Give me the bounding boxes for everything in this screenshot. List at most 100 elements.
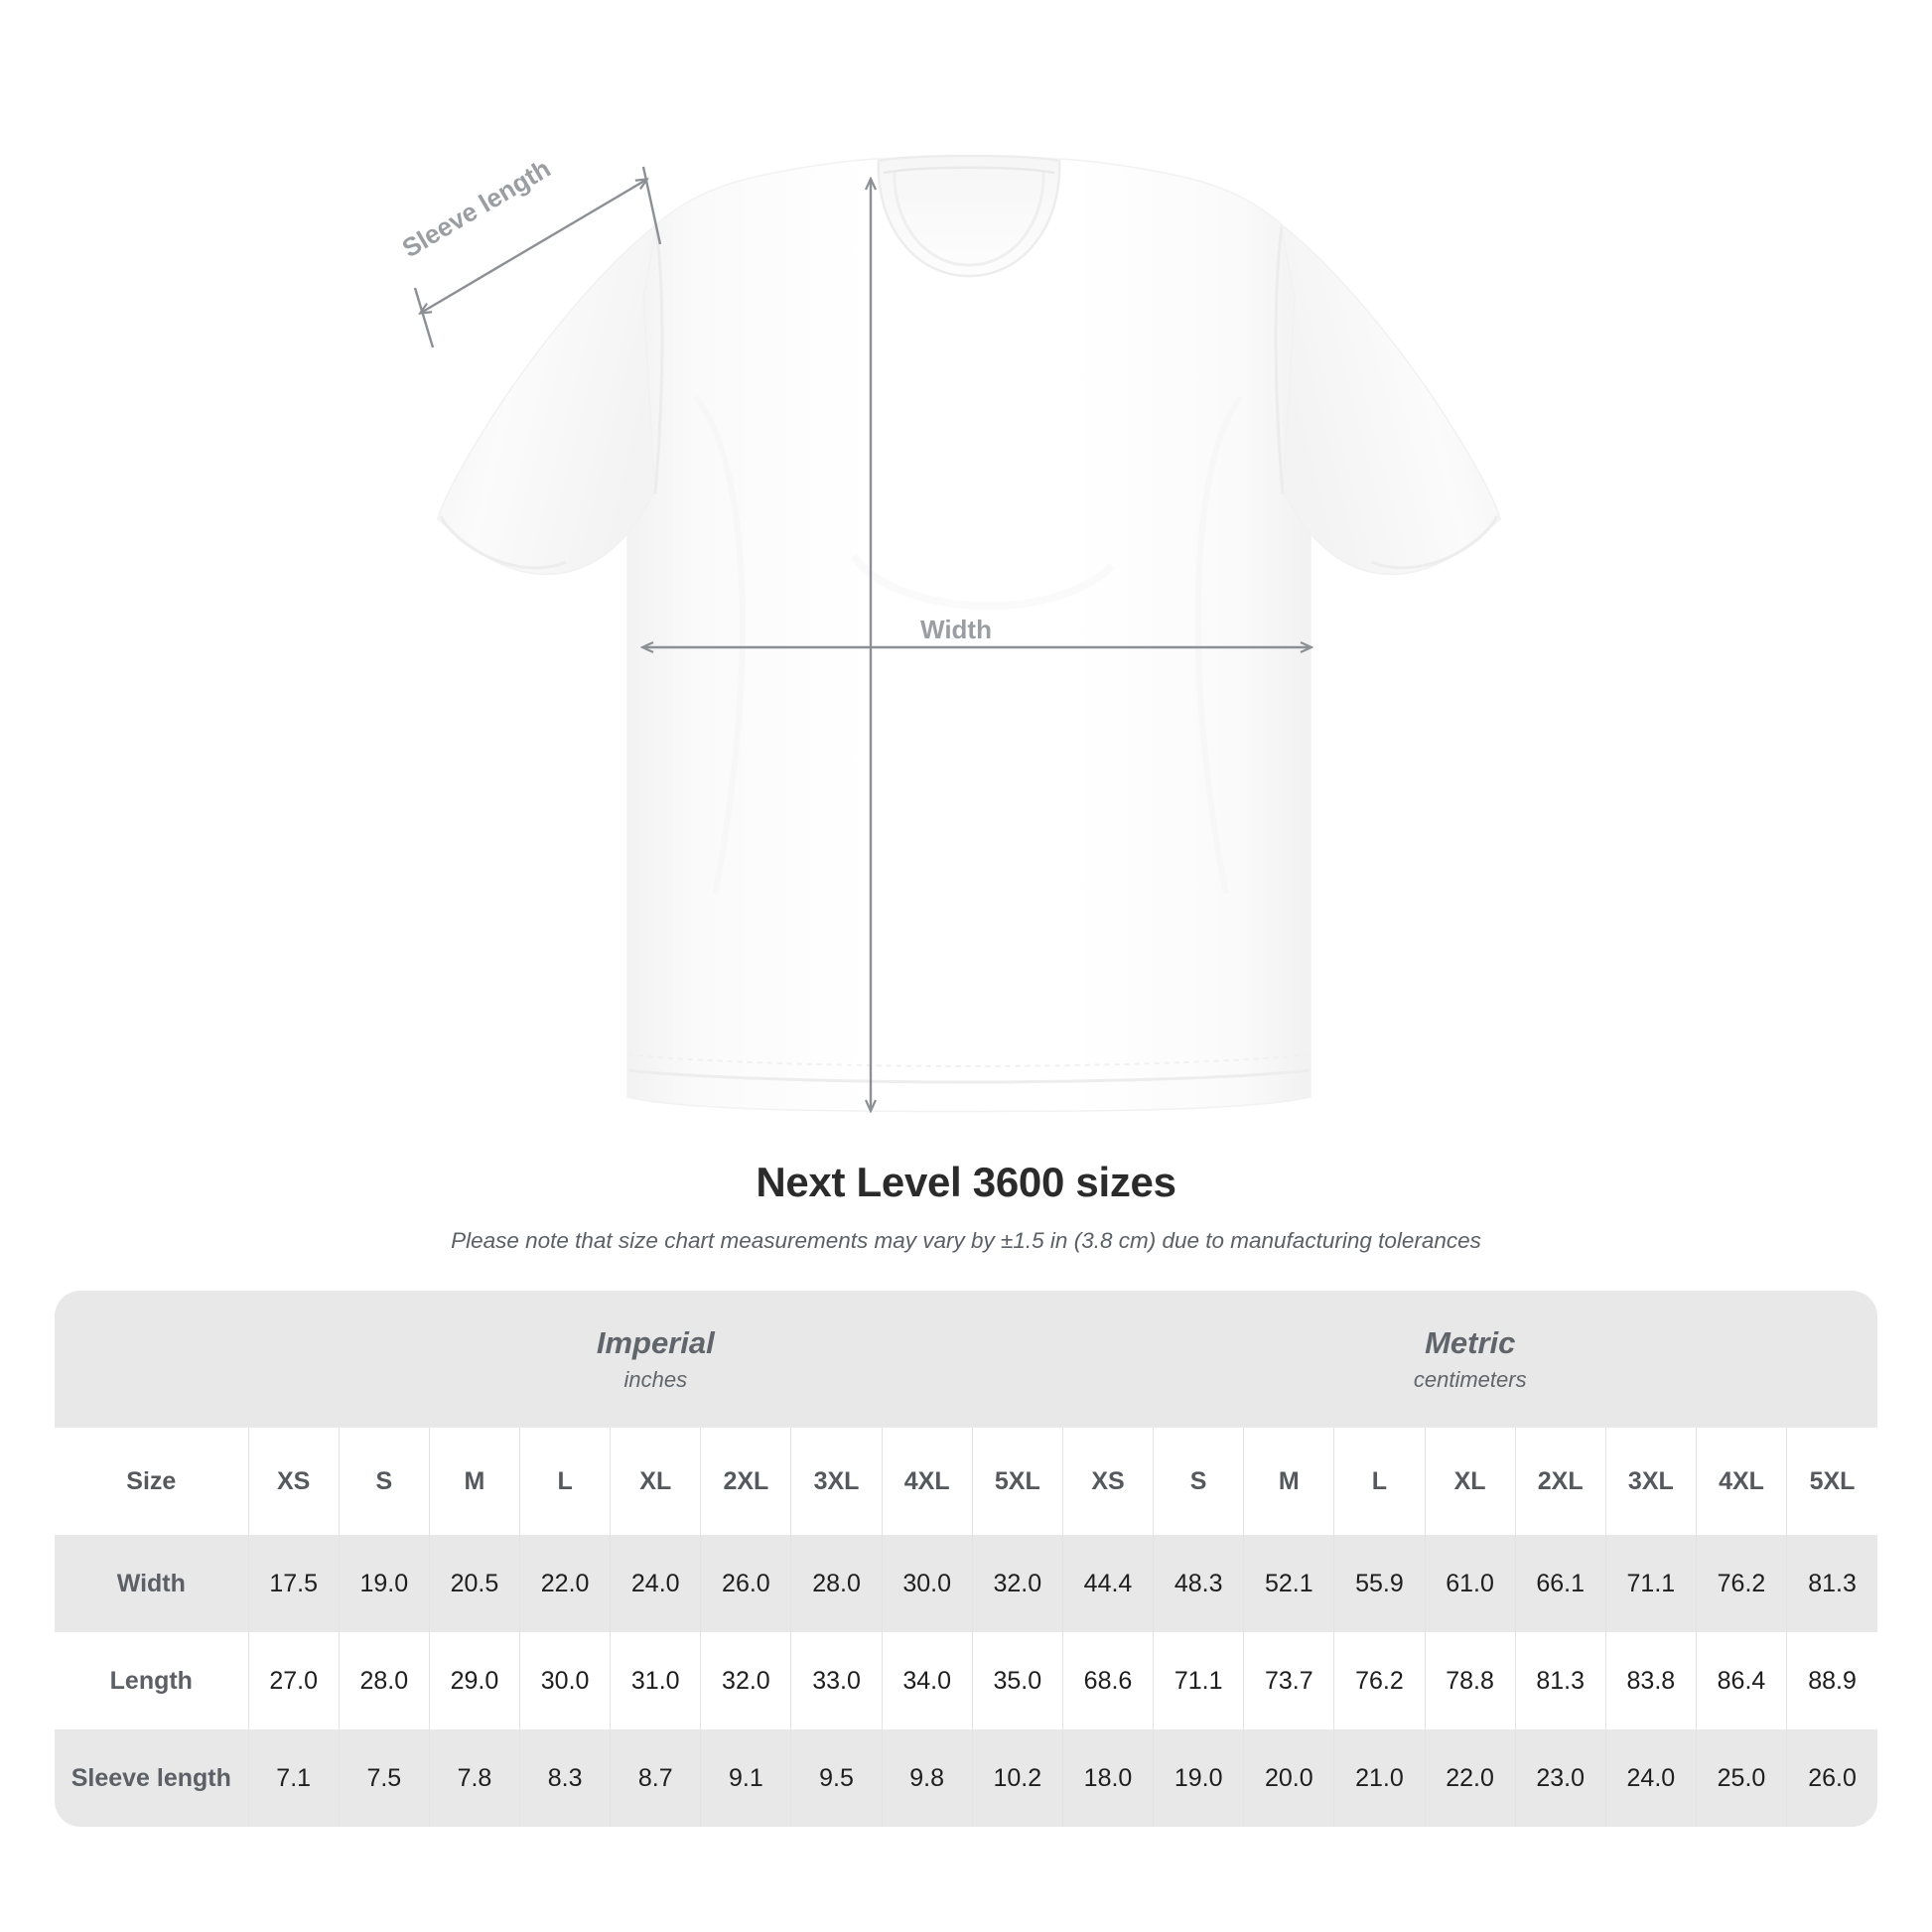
size-header-cell: 4XL [881,1428,973,1535]
cell-width: 48.3 [1153,1535,1244,1632]
size-chart-table: Imperial inches Metric centimeters Size … [55,1291,1877,1827]
size-header-row: Size XS S M L XL 2XL 3XL 4XL 5XL XS S M … [55,1428,1877,1535]
sleeve-length-tick-bottom [413,287,435,348]
row-label-sleeve-length: Sleeve length [55,1729,249,1827]
size-header-cell: XL [1424,1428,1516,1535]
size-header-cell: 3XL [790,1428,883,1535]
cell-length: 68.6 [1061,1632,1154,1729]
cell-width: 24.0 [610,1535,701,1632]
unit-banner-row: Imperial inches Metric centimeters [55,1291,1877,1428]
cell-sleeve-length: 25.0 [1695,1729,1787,1827]
size-header-cell: 5XL [1786,1428,1877,1535]
cell-sleeve-length: 8.7 [610,1729,701,1827]
tshirt-fold-1 [692,395,746,895]
cell-width: 61.0 [1424,1535,1516,1632]
cell-length: 34.0 [881,1632,973,1729]
tshirt-left-sleeve [437,222,659,576]
size-header-cell: 2XL [1514,1428,1606,1535]
size-header-cell: XS [1061,1428,1154,1535]
cell-sleeve-length: 22.0 [1424,1729,1516,1827]
width-label: Width [920,615,992,644]
tshirt-fold-2 [1194,395,1244,895]
cell-length: 33.0 [790,1632,883,1729]
page-subtitle: Please note that size chart measurements… [451,1228,1481,1254]
title-block: Next Level 3600 sizes Please note that s… [0,1159,1932,1254]
cell-length: 88.9 [1786,1632,1877,1729]
cell-sleeve-length: 8.3 [519,1729,611,1827]
size-header-cell: 3XL [1604,1428,1697,1535]
cell-width: 66.1 [1514,1535,1606,1632]
size-header-cell: M [428,1428,520,1535]
sleeve-length-arrow [421,180,646,313]
unit-group-imperial: Imperial inches [248,1291,1063,1428]
row-label-width: Width [55,1535,249,1632]
cell-length: 81.3 [1514,1632,1606,1729]
table-row: Sleeve length 7.1 7.5 7.8 8.3 8.7 9.1 9.… [55,1729,1877,1827]
cell-sleeve-length: 19.0 [1153,1729,1244,1827]
unit-banner-spacer [55,1291,249,1428]
size-header-cell: S [1153,1428,1244,1535]
size-header-cell: XL [610,1428,701,1535]
tshirt-collar-top-stitch [883,166,1055,175]
cell-length: 76.2 [1333,1632,1425,1729]
annotation-width: Width [643,615,1311,647]
cell-sleeve-length: 9.8 [881,1729,973,1827]
cell-width: 71.1 [1604,1535,1697,1632]
cell-width: 76.2 [1695,1535,1787,1632]
unit-group-metric-sub: centimeters [1413,1366,1527,1392]
unit-group-metric: Metric centimeters [1062,1291,1877,1428]
cell-sleeve-length: 10.2 [971,1729,1063,1827]
cell-sleeve-length: 24.0 [1604,1729,1697,1827]
cell-sleeve-length: 21.0 [1333,1729,1425,1827]
cell-sleeve-length: 7.5 [338,1729,430,1827]
cell-width: 30.0 [881,1535,973,1632]
cell-width: 26.0 [700,1535,791,1632]
cell-length: 30.0 [519,1632,611,1729]
cell-length: 83.8 [1604,1632,1697,1729]
cell-sleeve-length: 20.0 [1243,1729,1334,1827]
size-header-cell: M [1243,1428,1334,1535]
cell-sleeve-length: 23.0 [1514,1729,1606,1827]
cell-sleeve-length: 9.5 [790,1729,883,1827]
size-header-cell: L [1333,1428,1425,1535]
unit-group-imperial-sub: inches [623,1366,688,1392]
cell-width: 52.1 [1243,1535,1334,1632]
size-header-cell: XS [247,1428,340,1535]
size-header-label: Size [55,1428,249,1535]
cell-length: 86.4 [1695,1632,1787,1729]
cell-width: 44.4 [1061,1535,1154,1632]
cell-width: 22.0 [519,1535,611,1632]
cell-length: 35.0 [971,1632,1063,1729]
tshirt-right-sleeve-hem [1371,515,1499,570]
size-header-cell: 5XL [971,1428,1063,1535]
cell-length: 29.0 [428,1632,520,1729]
cell-width: 81.3 [1786,1535,1877,1632]
tshirt-bottom-hem-stitch [627,1053,1311,1068]
cell-sleeve-length: 7.1 [247,1729,340,1827]
unit-group-imperial-name: Imperial [596,1325,715,1361]
cell-length: 28.0 [338,1632,430,1729]
tshirt-right-sleeve [1279,222,1501,576]
tshirt-left-sleeve-hem [439,515,567,570]
cell-sleeve-length: 7.8 [428,1729,520,1827]
tshirt-bottom-hem [627,1068,1311,1084]
cell-width: 19.0 [338,1535,430,1632]
cell-length: 78.8 [1424,1632,1516,1729]
cell-sleeve-length: 9.1 [700,1729,791,1827]
size-chart-table-wrap: Imperial inches Metric centimeters Size … [55,1291,1877,1827]
tshirt-right-shoulder-seam [1274,226,1285,494]
tshirt-left-shoulder-seam [653,226,664,494]
size-header-cell: 4XL [1695,1428,1787,1535]
size-header-cell: 2XL [700,1428,791,1535]
cell-length: 27.0 [247,1632,340,1729]
unit-group-metric-name: Metric [1425,1325,1516,1361]
page-title: Next Level 3600 sizes [756,1159,1176,1205]
size-header-cell: L [519,1428,611,1535]
table-row: Length 27.0 28.0 29.0 30.0 31.0 32.0 33.… [55,1632,1877,1729]
cell-length: 31.0 [610,1632,701,1729]
cell-sleeve-length: 26.0 [1786,1729,1877,1827]
cell-length: 71.1 [1153,1632,1244,1729]
cell-width: 28.0 [790,1535,883,1632]
row-label-length: Length [55,1632,249,1729]
size-header-cell: S [338,1428,430,1535]
